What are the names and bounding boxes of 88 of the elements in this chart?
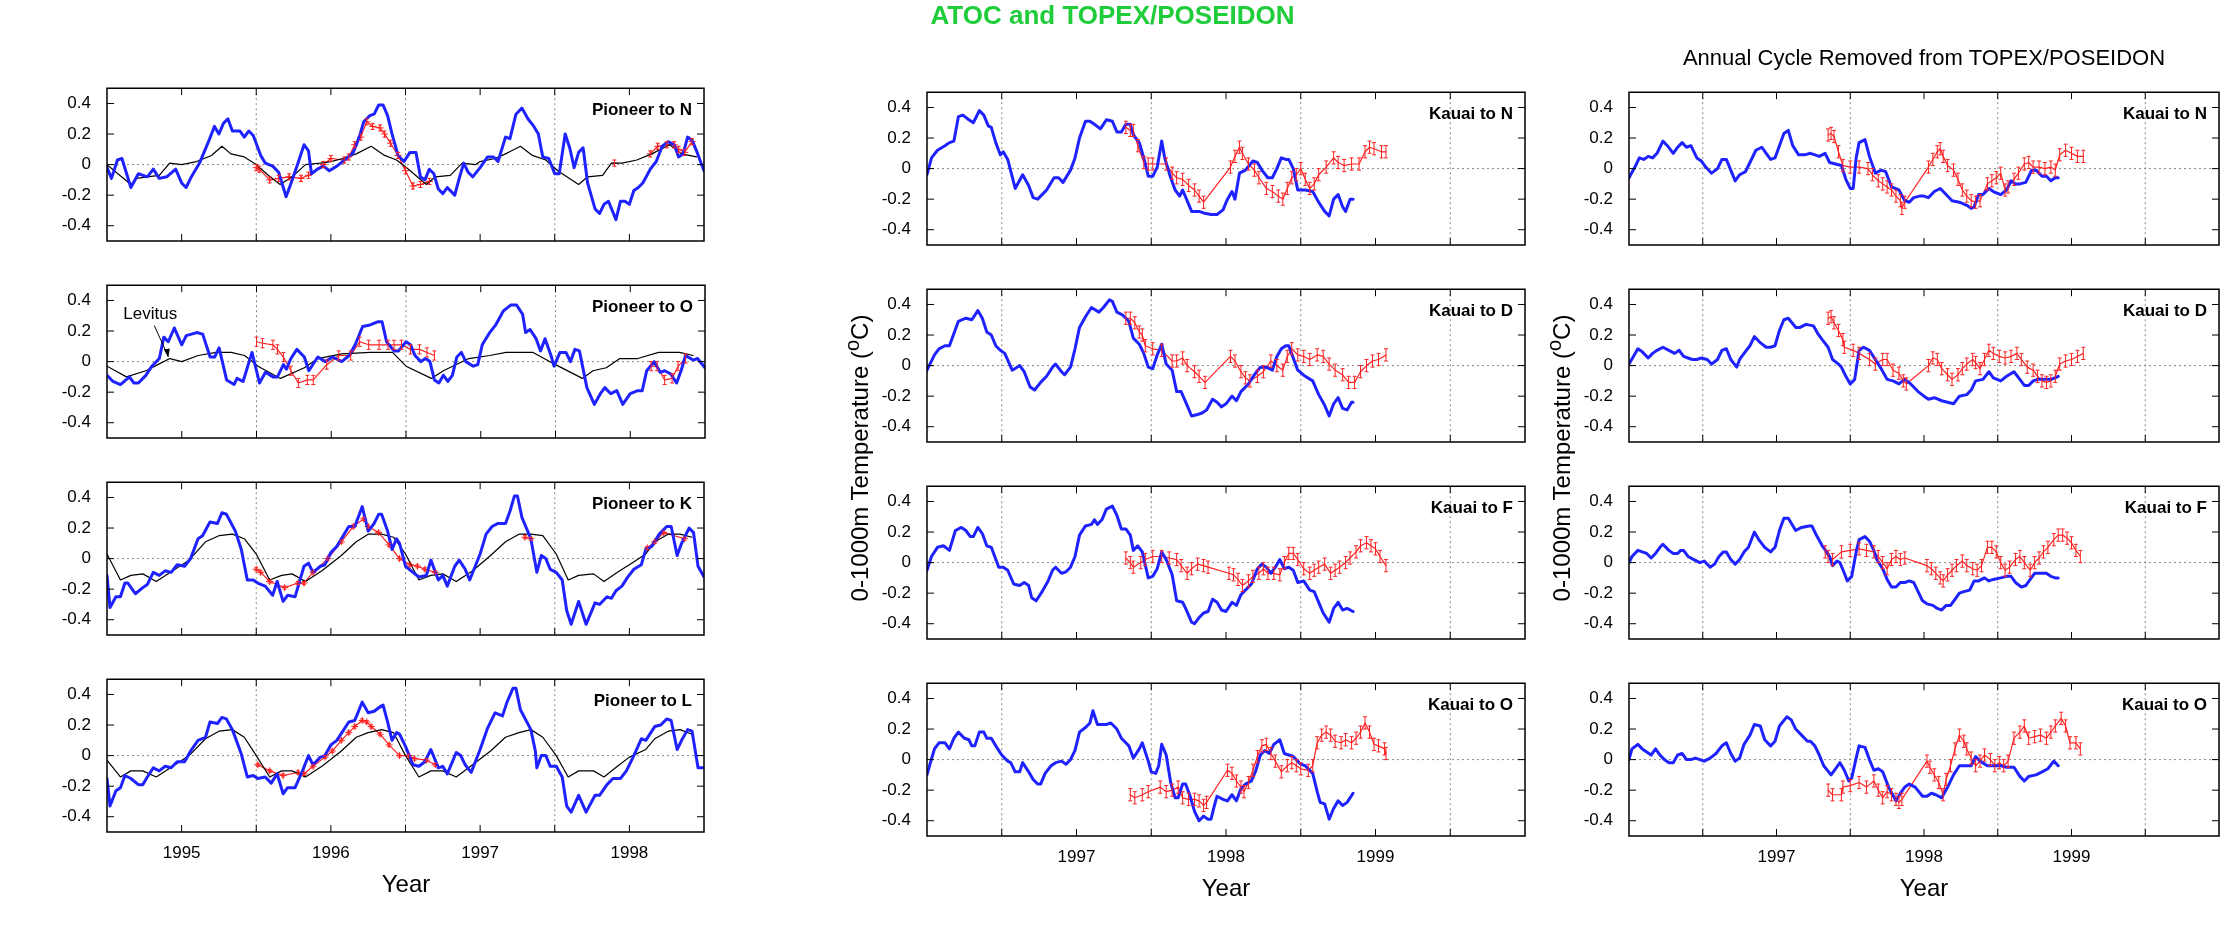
y-tick-label: -0.2 [881, 188, 911, 208]
x-axis-title: Year [1898, 874, 1950, 902]
y-tick-label: -0.2 [61, 381, 91, 401]
y-tick-label: 0 [81, 745, 91, 765]
x-tick-label: 1998 [1905, 846, 1943, 866]
y-tick-label: -0.2 [1583, 779, 1613, 799]
text: Kauai to D [1428, 300, 1513, 320]
y-tick-label: -0.2 [61, 578, 91, 598]
y-tick-label: -0.4 [881, 613, 911, 633]
y-tick-label: 0.4 [887, 294, 911, 314]
y-tick-label: 0.4 [67, 290, 91, 310]
y-tick-label: 0 [81, 351, 91, 371]
x-tick-label: 1999 [2052, 846, 2091, 866]
y-tick-label: -0.2 [881, 385, 911, 405]
y-tick-label: 0 [1603, 552, 1613, 572]
y-tick-label: 0 [81, 548, 91, 568]
y-tick-label: 0.2 [67, 123, 91, 143]
x-tick-label: 1998 [610, 842, 649, 862]
y-tick-label: -0.4 [1583, 219, 1613, 239]
y-tick-label: -0.2 [1583, 385, 1613, 405]
x-tick-label: 1999 [1356, 846, 1395, 866]
text: Kauai to D [2122, 300, 2207, 320]
y-tick-label: 0.2 [887, 127, 911, 147]
y-tick-label: -0.4 [1583, 613, 1613, 633]
y-tick-label: 0.2 [887, 324, 911, 344]
y-tick-label: 0 [1603, 749, 1613, 769]
x-axis-title: Year [1200, 874, 1252, 902]
text: Pioneer to L [593, 690, 692, 710]
text: Pioneer to N [591, 99, 692, 119]
y-tick-label: -0.2 [61, 775, 91, 795]
x-tick-label: 1997 [461, 842, 500, 862]
y-tick-label: -0.4 [61, 609, 91, 629]
y-tick-label: 0.2 [1589, 127, 1613, 147]
y-tick-label: 0 [901, 355, 911, 375]
y-tick-label: 0.2 [67, 714, 91, 734]
y-tick-label: 0.4 [1589, 97, 1613, 117]
y-tick-label: 0 [81, 154, 91, 174]
text: Kauai to F [2124, 497, 2207, 517]
y-tick-label: 0 [901, 749, 911, 769]
text: Kauai to N [1428, 103, 1513, 123]
y-tick-label: 0 [901, 158, 911, 178]
text: Kauai to N [2122, 103, 2207, 123]
x-tick-label: 1996 [311, 842, 350, 862]
text: Pioneer to K [591, 493, 693, 513]
x-axis-title: Year [380, 870, 432, 898]
y-tick-label: 0 [901, 552, 911, 572]
y-tick-label: 0.2 [1589, 324, 1613, 344]
text: Kauai to F [1430, 497, 1513, 517]
y-tick-label: 0.4 [67, 684, 91, 704]
y-tick-label: 0.4 [1589, 294, 1613, 314]
text: Pioneer to O [591, 296, 693, 316]
y-tick-label: -0.4 [881, 416, 911, 436]
x-tick-label: 1997 [1057, 846, 1096, 866]
y-tick-label: 0.4 [887, 491, 911, 511]
y-tick-label: -0.4 [61, 215, 91, 235]
y-tick-label: -0.2 [881, 582, 911, 602]
y-tick-label: -0.4 [61, 806, 91, 826]
y-tick-label: -0.4 [881, 810, 911, 830]
y-tick-label: -0.2 [1583, 582, 1613, 602]
y-tick-label: -0.4 [1583, 416, 1613, 436]
y-tick-label: 0.4 [887, 688, 911, 708]
text: Kauai to O [1427, 694, 1513, 714]
y-tick-label: -0.2 [881, 779, 911, 799]
annotation: Levitus [123, 304, 178, 324]
y-tick-label: 0.4 [67, 487, 91, 507]
y-tick-label: -0.2 [61, 184, 91, 204]
y-tick-label: -0.4 [61, 412, 91, 432]
y-tick-label: 0 [1603, 158, 1613, 178]
y-tick-label: 0.4 [67, 93, 91, 113]
y-tick-label: 0.4 [1589, 491, 1613, 511]
y-tick-label: 0.2 [1589, 718, 1613, 738]
y-tick-label: 0.2 [67, 320, 91, 340]
y-tick-label: -0.4 [881, 219, 911, 239]
y-tick-label: 0.2 [67, 517, 91, 537]
text: Kauai to O [2121, 694, 2207, 714]
y-tick-label: 0.4 [1589, 688, 1613, 708]
y-tick-label: -0.4 [1583, 810, 1613, 830]
chart-subtitle: Annual Cycle Removed from TOPEX/POSEIDON [1681, 45, 2167, 71]
x-tick-label: 1998 [1207, 846, 1245, 866]
y-tick-label: 0.2 [1589, 521, 1613, 541]
text: ATOC and TOPEX/POSEIDON [929, 0, 1296, 30]
y-tick-label: 0 [1603, 355, 1613, 375]
x-tick-label: 1995 [162, 842, 201, 862]
x-tick-label: 1997 [1757, 846, 1796, 866]
y-tick-label: 0.2 [887, 521, 911, 541]
y-tick-label: 0.2 [887, 718, 911, 738]
y-tick-label: 0.4 [887, 97, 911, 117]
y-tick-label: -0.2 [1583, 188, 1613, 208]
